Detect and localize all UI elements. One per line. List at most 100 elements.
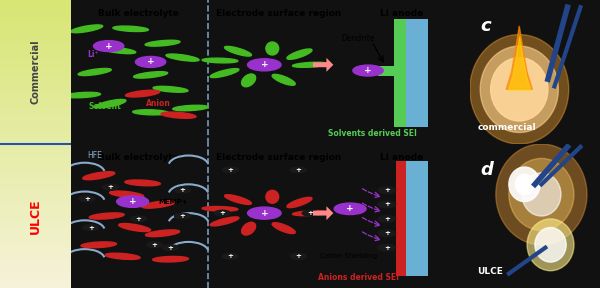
- Bar: [0, 259, 71, 262]
- Bar: [0, 107, 71, 109]
- Bar: [0, 86, 71, 89]
- Ellipse shape: [83, 172, 115, 180]
- Text: +: +: [364, 66, 372, 75]
- Text: +: +: [346, 204, 354, 213]
- Text: +: +: [179, 187, 185, 193]
- Circle shape: [131, 216, 146, 222]
- Text: +: +: [152, 242, 158, 248]
- Bar: [0, 158, 71, 161]
- Text: +: +: [384, 230, 390, 236]
- Circle shape: [491, 58, 548, 121]
- Bar: [0, 75, 71, 78]
- Circle shape: [334, 203, 366, 215]
- Text: +: +: [136, 216, 142, 222]
- Bar: [0, 46, 71, 49]
- Circle shape: [116, 196, 149, 207]
- Text: commercial: commercial: [478, 124, 536, 132]
- Circle shape: [509, 158, 574, 230]
- Ellipse shape: [81, 242, 116, 248]
- Bar: [0, 164, 71, 167]
- Text: +: +: [307, 210, 313, 216]
- Bar: [0, 150, 71, 153]
- Circle shape: [94, 41, 124, 52]
- Bar: [396, 161, 406, 276]
- Bar: [0, 248, 71, 251]
- Bar: [0, 199, 71, 202]
- Text: +: +: [129, 197, 136, 206]
- Bar: [0, 124, 71, 127]
- Circle shape: [378, 201, 395, 208]
- Bar: [0, 233, 71, 236]
- Bar: [0, 213, 71, 216]
- Circle shape: [79, 196, 95, 202]
- Text: Solvents derived SEI: Solvents derived SEI: [328, 129, 416, 139]
- Ellipse shape: [113, 26, 148, 31]
- Text: Electrode surface region: Electrode surface region: [215, 9, 341, 18]
- Ellipse shape: [210, 69, 239, 77]
- Bar: [0, 60, 71, 63]
- Circle shape: [290, 253, 306, 259]
- Text: +: +: [227, 167, 233, 173]
- Bar: [0, 225, 71, 228]
- Ellipse shape: [292, 211, 328, 216]
- Bar: [0, 196, 71, 199]
- Bar: [0, 219, 71, 222]
- Bar: [0, 49, 71, 52]
- Ellipse shape: [101, 47, 136, 54]
- Circle shape: [163, 245, 179, 251]
- Bar: [0, 135, 71, 138]
- Text: +: +: [108, 184, 113, 190]
- Bar: [0, 181, 71, 184]
- Ellipse shape: [266, 42, 278, 55]
- Bar: [0, 26, 71, 29]
- Circle shape: [522, 173, 561, 216]
- Bar: [0, 141, 71, 144]
- Ellipse shape: [272, 74, 295, 85]
- Text: ULCE: ULCE: [29, 198, 42, 234]
- Bar: [0, 170, 71, 173]
- Bar: [0, 173, 71, 176]
- Bar: [406, 161, 428, 276]
- Bar: [0, 271, 71, 274]
- Text: +: +: [295, 167, 301, 173]
- Ellipse shape: [287, 49, 312, 59]
- Bar: [0, 72, 71, 75]
- Bar: [0, 104, 71, 107]
- Text: +: +: [227, 253, 233, 259]
- Text: Bulk electrolyte: Bulk electrolyte: [98, 9, 179, 18]
- Text: +: +: [384, 202, 390, 207]
- Circle shape: [480, 46, 559, 132]
- Bar: [0, 268, 71, 271]
- Circle shape: [470, 35, 569, 144]
- Bar: [0, 187, 71, 190]
- Ellipse shape: [125, 180, 160, 186]
- Bar: [394, 19, 406, 127]
- Text: d: d: [480, 161, 493, 179]
- Ellipse shape: [125, 90, 160, 97]
- Bar: [0, 132, 71, 135]
- Text: +: +: [295, 253, 301, 259]
- Text: Cation Shielding: Cation Shielding: [320, 253, 377, 259]
- Bar: [0, 17, 71, 20]
- Text: ULCE: ULCE: [478, 268, 503, 276]
- Bar: [0, 265, 71, 268]
- Circle shape: [290, 167, 306, 173]
- Text: Dendrite: Dendrite: [341, 34, 375, 43]
- Ellipse shape: [89, 213, 124, 219]
- Bar: [0, 23, 71, 26]
- Ellipse shape: [133, 110, 169, 115]
- Bar: [0, 176, 71, 179]
- Circle shape: [509, 167, 540, 202]
- Bar: [0, 9, 71, 12]
- Bar: [0, 37, 71, 40]
- Circle shape: [83, 225, 99, 230]
- Circle shape: [378, 187, 395, 193]
- Circle shape: [223, 167, 238, 173]
- Text: Li⁺: Li⁺: [87, 50, 98, 59]
- Bar: [0, 193, 71, 196]
- Bar: [0, 35, 71, 37]
- Text: +: +: [84, 196, 89, 202]
- Bar: [406, 19, 428, 127]
- Text: MEMP+: MEMP+: [158, 199, 188, 204]
- Bar: [0, 190, 71, 193]
